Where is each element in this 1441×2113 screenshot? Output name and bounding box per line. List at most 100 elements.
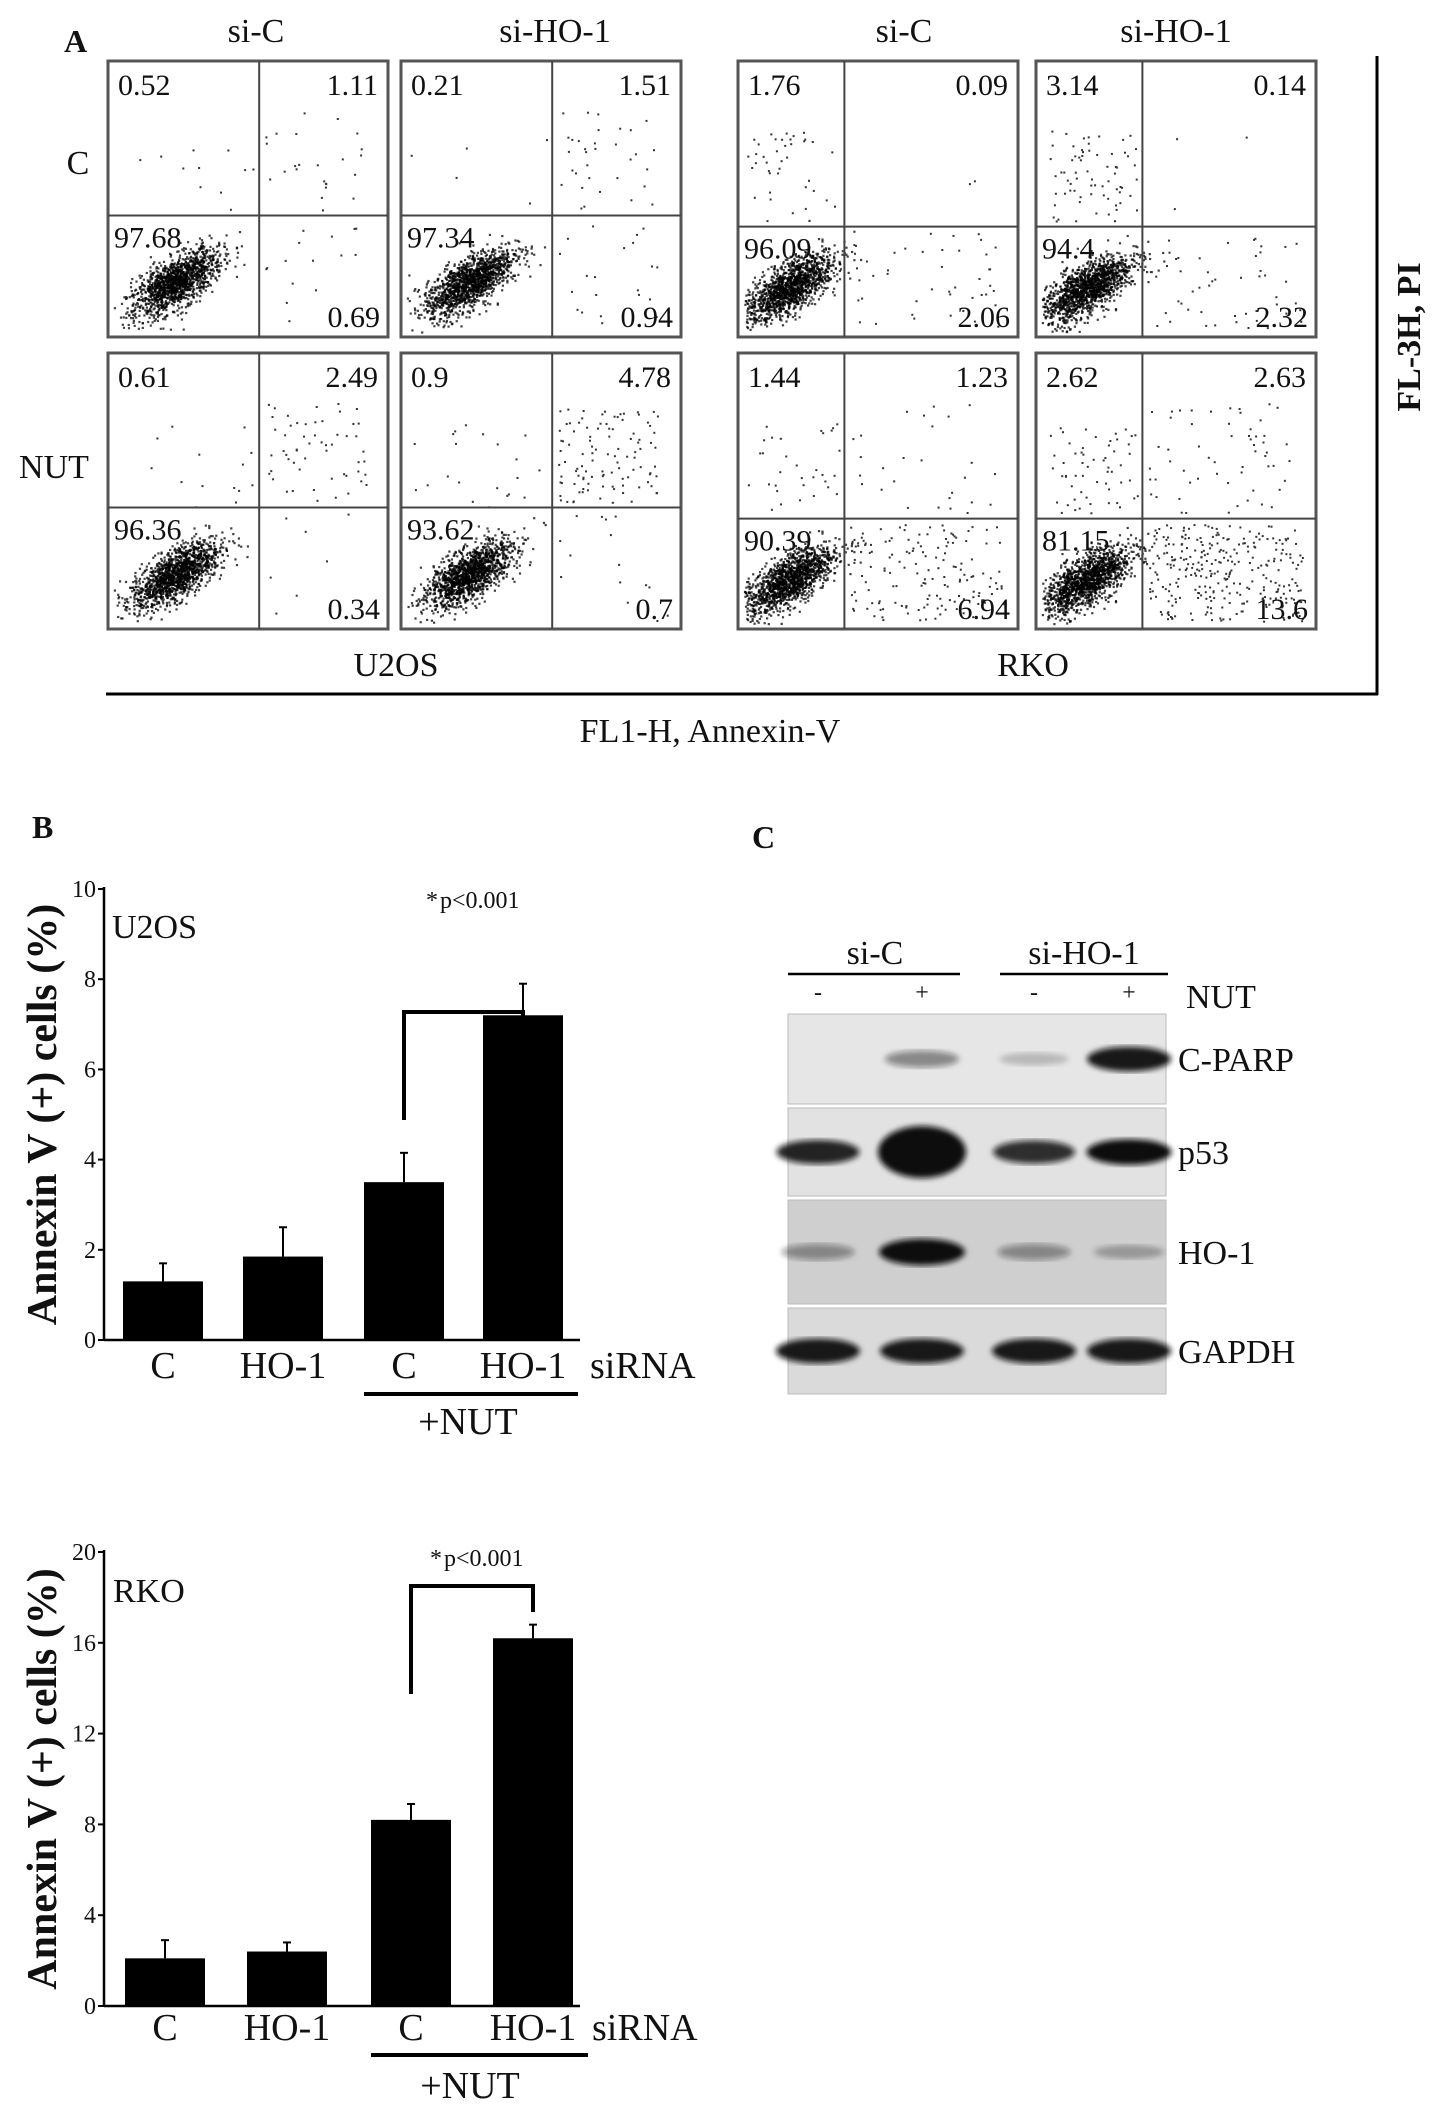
- event-point: [806, 267, 809, 270]
- event-point: [156, 285, 159, 288]
- event-point: [469, 254, 472, 258]
- event-point: [810, 296, 813, 299]
- event-point: [1105, 291, 1108, 294]
- event-point: [821, 258, 824, 262]
- event-point: [442, 326, 445, 329]
- event-point: [125, 316, 128, 319]
- event-point: [804, 302, 807, 305]
- event-point: [815, 270, 818, 273]
- event-point: [886, 272, 889, 275]
- event-point: [485, 284, 488, 287]
- event-point: [134, 303, 137, 306]
- event-point: [1124, 254, 1127, 257]
- event-point: [431, 322, 434, 325]
- event-point: [501, 289, 504, 292]
- event-point: [789, 279, 792, 282]
- event-point: [464, 302, 467, 305]
- event-point: [798, 279, 801, 283]
- event-point: [471, 264, 474, 267]
- event-point: [464, 268, 467, 271]
- event-point: [484, 282, 487, 285]
- plot-frame: [399, 59, 683, 339]
- event-point: [441, 299, 444, 302]
- event-point: [781, 282, 784, 285]
- event-point: [764, 318, 767, 321]
- event-point: [1058, 290, 1061, 294]
- event-point: [478, 291, 481, 294]
- event-point: [776, 294, 779, 297]
- event-point: [1041, 298, 1045, 301]
- event-point: [178, 293, 181, 296]
- event-point: [486, 267, 489, 270]
- event-point: [954, 286, 957, 289]
- event-point: [133, 315, 136, 318]
- event-point: [453, 302, 457, 305]
- event-point: [801, 286, 804, 289]
- event-point: [195, 278, 198, 281]
- event-point: [789, 255, 792, 258]
- event-point: [443, 288, 447, 292]
- event-point: [176, 296, 179, 299]
- event-point: [431, 286, 434, 289]
- event-point: [755, 153, 758, 156]
- event-point: [202, 257, 205, 260]
- event-point: [1142, 251, 1146, 254]
- event-point: [495, 259, 498, 262]
- event-point: [195, 266, 198, 269]
- event-point: [199, 255, 202, 258]
- event-point: [808, 267, 811, 270]
- event-point: [471, 287, 474, 290]
- event-point: [169, 265, 172, 269]
- event-point: [813, 265, 816, 268]
- event-point: [340, 254, 343, 257]
- event-point: [150, 284, 153, 287]
- event-point: [499, 276, 502, 279]
- event-point: [447, 304, 450, 307]
- event-point: [353, 227, 356, 230]
- event-point: [754, 298, 757, 302]
- event-point: [530, 247, 533, 250]
- event-point: [781, 305, 785, 308]
- event-point: [820, 280, 823, 283]
- event-point: [973, 320, 976, 323]
- event-point: [772, 268, 776, 271]
- event-point: [566, 237, 569, 240]
- event-point: [152, 316, 155, 319]
- event-point: [821, 293, 824, 296]
- event-point: [140, 295, 143, 298]
- event-point: [754, 162, 757, 165]
- event-point: [434, 299, 437, 302]
- event-point: [466, 255, 470, 258]
- event-point: [191, 257, 195, 260]
- event-point: [171, 259, 174, 262]
- event-point: [480, 277, 483, 280]
- event-point: [166, 276, 169, 279]
- event-point: [484, 272, 487, 275]
- event-point: [205, 285, 208, 288]
- event-point: [1099, 279, 1102, 282]
- event-point: [178, 275, 182, 278]
- event-point: [165, 286, 168, 289]
- event-point: [195, 300, 198, 303]
- event-point: [774, 273, 777, 276]
- event-point: [1080, 269, 1083, 272]
- event-point: [472, 270, 476, 273]
- event-point: [784, 277, 787, 280]
- event-point: [772, 281, 775, 284]
- event-point: [779, 284, 782, 287]
- event-point: [796, 288, 799, 291]
- event-point: [769, 191, 772, 194]
- event-point: [165, 292, 168, 295]
- event-point: [155, 299, 158, 302]
- event-point: [161, 294, 164, 297]
- event-point: [218, 241, 221, 244]
- event-point: [481, 294, 484, 297]
- event-point: [1084, 268, 1087, 271]
- event-point: [179, 312, 182, 315]
- event-point: [754, 287, 757, 290]
- event-point: [594, 276, 596, 279]
- event-point: [754, 317, 757, 320]
- event-point: [181, 267, 184, 270]
- event-point: [496, 257, 499, 261]
- event-point: [827, 251, 830, 254]
